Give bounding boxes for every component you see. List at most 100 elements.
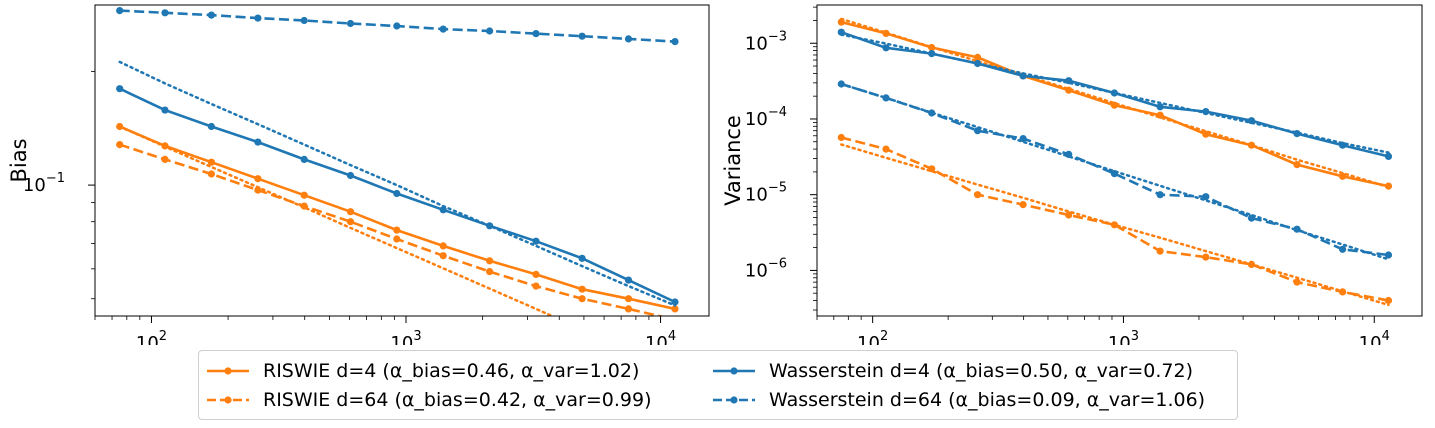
data-point-wasserstein-d-4 bbox=[532, 237, 540, 245]
data-point-riswie-d-4 bbox=[1065, 86, 1073, 94]
data-point-riswie-d-64 bbox=[207, 170, 215, 178]
data-point-wasserstein-d-4 bbox=[116, 85, 124, 93]
legend-line-wasserstein-d4 bbox=[713, 367, 755, 375]
data-point-wasserstein-d-4 bbox=[578, 254, 586, 262]
data-point-riswie-d-4 bbox=[439, 242, 447, 250]
data-point-wasserstein-d-4 bbox=[207, 122, 215, 131]
data-point-wasserstein-d-4 bbox=[974, 59, 982, 68]
fit-line-riswie-d-4 bbox=[840, 17, 1390, 189]
data-point-wasserstein-d-64 bbox=[532, 29, 540, 38]
data-point-wasserstein-d-64 bbox=[1110, 170, 1118, 178]
data-point-wasserstein-d-64 bbox=[624, 35, 633, 43]
data-point-wasserstein-d-64 bbox=[161, 9, 169, 17]
data-point-riswie-d-64 bbox=[532, 282, 540, 290]
legend-line-riswie-d4 bbox=[207, 367, 249, 375]
legend-label-riswie-d64: RISWIE d=64 (α_bias=0.42, α_var=0.99) bbox=[263, 389, 652, 411]
data-point-wasserstein-d-64 bbox=[116, 7, 124, 15]
data-point-riswie-d-4 bbox=[578, 285, 586, 293]
legend-label-riswie-d4: RISWIE d=4 (α_bias=0.46, α_var=1.02) bbox=[263, 360, 640, 382]
data-point-riswie-d-64 bbox=[974, 191, 982, 199]
data-point-wasserstein-d-4 bbox=[671, 298, 679, 306]
data-point-riswie-d-4 bbox=[532, 270, 540, 278]
data-point-riswie-d-4 bbox=[207, 158, 215, 166]
data-point-wasserstein-d-64 bbox=[300, 16, 308, 25]
data-point-wasserstein-d-64 bbox=[1384, 251, 1393, 259]
data-point-wasserstein-d-4 bbox=[1293, 130, 1301, 138]
data-point-riswie-d-4 bbox=[393, 226, 401, 234]
data-point-wasserstein-d-64 bbox=[1156, 191, 1164, 199]
data-point-riswie-d-64 bbox=[1019, 201, 1027, 209]
data-point-wasserstein-d-4 bbox=[393, 189, 401, 198]
data-point-riswie-d-64 bbox=[882, 145, 890, 153]
data-point-riswie-d-64 bbox=[393, 235, 401, 243]
data-point-riswie-d-64 bbox=[254, 186, 262, 194]
data-point-wasserstein-d-4 bbox=[1156, 103, 1164, 111]
data-point-riswie-d-64 bbox=[1156, 247, 1164, 255]
data-point-riswie-d-4 bbox=[300, 191, 308, 199]
data-point-wasserstein-d-64 bbox=[486, 27, 494, 35]
x-tick-label: 103 bbox=[390, 329, 421, 345]
data-point-wasserstein-d-64 bbox=[1247, 214, 1256, 222]
data-point-riswie-d-4 bbox=[974, 53, 982, 62]
data-point-riswie-d-4 bbox=[837, 18, 845, 26]
legend-item-riswie-d64: RISWIE d=64 (α_bias=0.42, α_var=0.99) bbox=[205, 388, 651, 412]
data-point-wasserstein-d-64 bbox=[393, 22, 401, 30]
data-point-wasserstein-d-4 bbox=[300, 155, 308, 163]
axes-frame bbox=[94, 4, 710, 317]
data-point-riswie-d-64 bbox=[578, 295, 586, 303]
legend-item-riswie-d4: RISWIE d=4 (α_bias=0.46, α_var=1.02) bbox=[205, 359, 639, 383]
data-point-wasserstein-d-4 bbox=[1247, 117, 1256, 125]
data-point-riswie-d-64 bbox=[161, 155, 169, 163]
data-point-riswie-d-4 bbox=[1110, 101, 1118, 109]
data-point-riswie-d-64 bbox=[346, 218, 355, 226]
data-point-riswie-d-4 bbox=[882, 29, 890, 37]
data-point-wasserstein-d-64 bbox=[578, 32, 586, 40]
data-point-riswie-d-64 bbox=[486, 268, 494, 276]
x-tick-label: 104 bbox=[1359, 329, 1390, 345]
data-point-wasserstein-d-4 bbox=[161, 106, 169, 114]
data-point-wasserstein-d-4 bbox=[624, 276, 633, 284]
series-line-riswie-d-4 bbox=[119, 125, 676, 311]
data-point-riswie-d-64 bbox=[1293, 278, 1301, 286]
data-point-wasserstein-d-64 bbox=[974, 127, 982, 135]
data-point-wasserstein-d-64 bbox=[882, 94, 890, 102]
data-point-riswie-d-64 bbox=[1202, 253, 1210, 261]
data-point-riswie-d-64 bbox=[1339, 288, 1347, 296]
y-tick-label: 10−4 bbox=[745, 105, 787, 130]
data-point-wasserstein-d-64 bbox=[346, 19, 355, 28]
data-point-wasserstein-d-64 bbox=[207, 11, 215, 19]
data-point-wasserstein-d-4 bbox=[1202, 108, 1210, 116]
data-point-wasserstein-d-4 bbox=[928, 50, 936, 58]
data-point-wasserstein-d-64 bbox=[837, 80, 845, 88]
data-point-riswie-d-4 bbox=[116, 122, 124, 131]
y-axis-label: Bias bbox=[7, 138, 31, 182]
data-point-wasserstein-d-4 bbox=[1339, 141, 1347, 149]
data-point-wasserstein-d-4 bbox=[254, 138, 262, 146]
x-tick-label: 102 bbox=[136, 329, 167, 345]
variance-panel: 102 103 104 10−3 10−4 10−5 10−6 Variance bbox=[721, 4, 1423, 345]
y-axis-label: Variance bbox=[721, 115, 745, 206]
data-point-riswie-d-4 bbox=[346, 208, 355, 216]
data-point-riswie-d-64 bbox=[1384, 296, 1393, 305]
data-point-wasserstein-d-64 bbox=[671, 38, 679, 46]
data-point-wasserstein-d-64 bbox=[1202, 193, 1210, 201]
legend-line-wasserstein-d64 bbox=[713, 396, 755, 404]
x-tick-label: 104 bbox=[645, 329, 676, 345]
data-point-riswie-d-4 bbox=[1339, 172, 1347, 180]
data-point-riswie-d-4 bbox=[254, 175, 262, 183]
data-point-riswie-d-4 bbox=[671, 305, 679, 313]
data-point-wasserstein-d-4 bbox=[486, 222, 494, 230]
data-point-wasserstein-d-64 bbox=[1019, 135, 1027, 143]
data-point-riswie-d-4 bbox=[1202, 130, 1210, 138]
data-point-riswie-d-4 bbox=[1247, 141, 1256, 149]
data-point-wasserstein-d-4 bbox=[1065, 77, 1073, 85]
fit-line-wasserstein-d-4 bbox=[118, 60, 677, 307]
data-point-wasserstein-d-64 bbox=[1065, 150, 1073, 158]
fit-line-riswie-d-4 bbox=[118, 125, 556, 316]
data-point-riswie-d-64 bbox=[300, 202, 308, 210]
plot-area bbox=[837, 17, 1393, 307]
legend-item-wasserstein-d64: Wasserstein d=64 (α_bias=0.09, α_var=1.0… bbox=[711, 388, 1205, 412]
data-point-wasserstein-d-64 bbox=[1339, 245, 1347, 253]
data-point-riswie-d-64 bbox=[837, 133, 845, 142]
